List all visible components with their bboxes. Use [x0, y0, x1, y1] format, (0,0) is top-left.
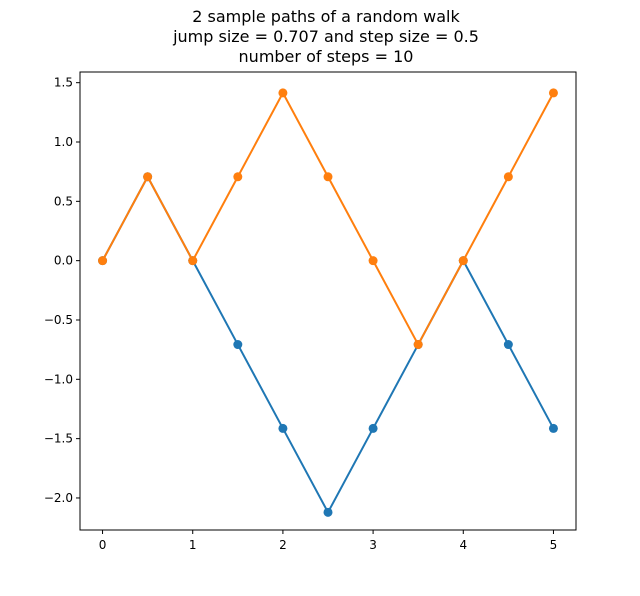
- data-point: [233, 172, 243, 182]
- plot-frame: [79, 71, 577, 531]
- data-point: [278, 423, 288, 433]
- y-tick-label: 0.0: [54, 254, 73, 268]
- data-point: [368, 256, 378, 266]
- chart-title-line-3: number of steps = 10: [239, 47, 414, 66]
- y-tick-label: 1.0: [54, 135, 73, 149]
- x-tick-label: 1: [189, 538, 197, 552]
- y-axis-ticks: 1.5 1.0 0.5 0.0 −0.5 −1.0 −1.5 −2.0: [44, 76, 80, 505]
- y-tick-label: −2.0: [44, 491, 73, 505]
- series-line: [101, 90, 555, 347]
- data-point: [503, 172, 513, 182]
- x-tick-label: 4: [459, 538, 467, 552]
- data-point: [413, 340, 423, 350]
- x-tick-label: 3: [369, 538, 377, 552]
- x-tick-label: 5: [550, 538, 558, 552]
- chart-title-line-1: 2 sample paths of a random walk: [192, 7, 460, 26]
- y-tick-label: −0.5: [44, 313, 73, 327]
- y-tick-label: −1.0: [44, 372, 73, 386]
- data-point: [548, 423, 558, 433]
- y-tick-label: −1.5: [44, 432, 73, 446]
- y-tick-label: 0.5: [54, 194, 73, 208]
- chart-title-line-2: jump size = 0.707 and step size = 0.5: [172, 27, 479, 46]
- x-tick-label: 2: [279, 538, 287, 552]
- series-1: [98, 172, 558, 517]
- data-point: [143, 172, 153, 182]
- series-2: [98, 88, 558, 350]
- data-point: [278, 88, 288, 98]
- x-tick-label: 0: [99, 538, 107, 552]
- data-point: [323, 172, 333, 182]
- data-point: [548, 88, 558, 98]
- data-point: [368, 423, 378, 433]
- data-point: [233, 340, 243, 350]
- data-point: [323, 507, 333, 517]
- data-point: [503, 340, 513, 350]
- data-point: [98, 256, 108, 266]
- y-tick-label: 1.5: [54, 76, 73, 90]
- series-layer: [98, 88, 558, 517]
- data-point: [458, 256, 468, 266]
- series-line: [101, 174, 555, 515]
- chart-title: 2 sample paths of a random walk jump siz…: [172, 7, 479, 66]
- data-point: [188, 256, 198, 266]
- x-axis-ticks: 0 1 2 3 4 5: [99, 530, 558, 552]
